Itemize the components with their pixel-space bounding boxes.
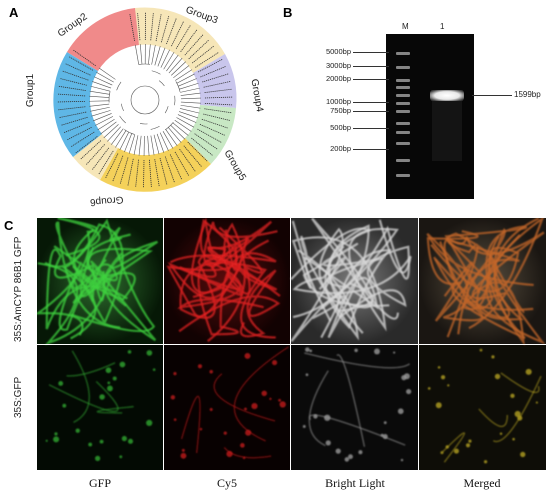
lane-label-1: 1 <box>440 22 445 31</box>
sector-group4 <box>193 54 237 108</box>
sector-group1 <box>53 52 102 157</box>
ladder-tick <box>353 111 389 112</box>
microscopy-grid <box>34 215 546 470</box>
panel-label-b: B <box>283 5 293 20</box>
ladder-label-5000: 5000bp <box>325 47 351 56</box>
ladder-label-750: 750bp <box>330 106 351 115</box>
column-label-cy5: Cy5 <box>216 476 237 490</box>
phylogenetic-tree <box>53 7 237 192</box>
ladder-label-1000: 1000bp <box>325 97 351 106</box>
ladder-tick <box>353 149 389 150</box>
row-label-amcyp: 35S:AmCYP 86B1 GFP <box>13 236 24 342</box>
column-label-merged: Merged <box>463 476 501 490</box>
column-label-bright-light: Bright Light <box>325 476 385 490</box>
sector-group6b <box>73 134 118 180</box>
sector-group3 <box>135 7 225 73</box>
ladder-tick <box>353 102 389 103</box>
ladder-label-200: 200bp <box>330 144 351 153</box>
ladder-label-2000: 2000bp <box>325 74 351 83</box>
row-label-gfp: 35S:GFP <box>13 376 24 418</box>
sector-group2 <box>67 8 139 71</box>
panel-label-a: A <box>9 5 19 20</box>
ladder-tick <box>353 79 389 80</box>
band-pointer-line <box>472 95 512 96</box>
sector-group5 <box>185 105 236 164</box>
microscopy-images <box>34 215 546 470</box>
ladder-tick <box>353 66 389 67</box>
column-label-gfp: GFP <box>88 476 111 490</box>
phylogenetic-tree-panel: Group2 Group3 Group4 Group5 Group6 Group… <box>20 0 282 215</box>
ladder-tick <box>353 52 389 53</box>
lane-label-m: M <box>402 22 409 31</box>
group-label-1: Group1 <box>25 73 37 108</box>
gel-panel: M 1 5000bp 3000bp 2000bp 1000bp 750bp 50… <box>283 20 548 210</box>
gel-image <box>386 34 474 199</box>
sector-group6 <box>100 138 211 192</box>
band-size-label: 1599bp <box>514 90 541 99</box>
panel-label-c: C <box>4 218 14 233</box>
ladder-tick <box>353 128 389 129</box>
ladder-label-3000: 3000bp <box>325 61 351 70</box>
ladder-label-500: 500bp <box>330 123 351 132</box>
